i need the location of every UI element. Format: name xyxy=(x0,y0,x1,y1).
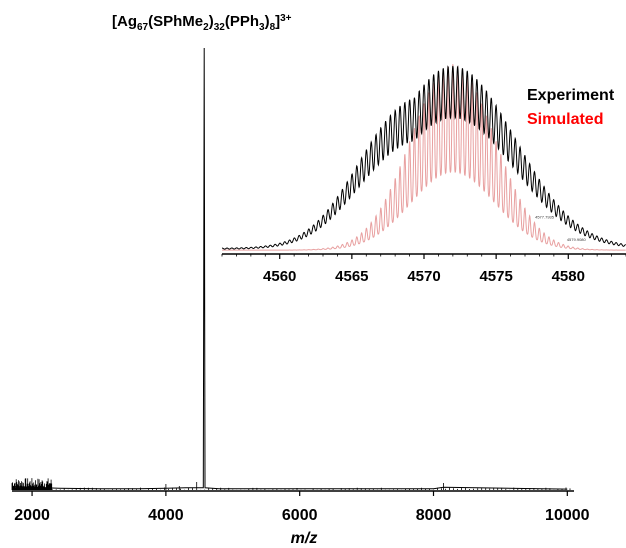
annotation-sub-67: 67 xyxy=(137,22,149,33)
main-tick-label-6000: 6000 xyxy=(282,507,318,524)
annotation-part4: (PPh xyxy=(225,13,259,30)
inset-tick-label-4575: 4575 xyxy=(479,268,512,285)
main-tick-label-4000: 4000 xyxy=(148,507,184,524)
experiment-spectrum-line xyxy=(221,65,626,250)
legend-simulated: Simulated xyxy=(527,111,603,128)
inset-tick-label-4580: 4580 xyxy=(552,268,585,285)
main-spectrum-line xyxy=(11,47,568,490)
annotation-part6: ] xyxy=(275,13,280,30)
inset-tick-label-4560: 4560 xyxy=(263,268,296,285)
inset-x-ticks: 4560 4565 4570 4575 4580 xyxy=(221,254,626,285)
noise-peaks xyxy=(11,478,571,490)
annotation-part5: ) xyxy=(265,13,270,30)
annotation-sub-2a: 2 xyxy=(203,22,209,33)
inset-background xyxy=(222,58,626,258)
annotation-sub-8: 8 xyxy=(270,22,276,33)
legend-experiment: Experiment xyxy=(527,87,615,104)
annotation-sub-32: 32 xyxy=(214,22,226,33)
annotation-base: [Ag xyxy=(112,13,137,30)
peak-annotation: [Ag67(SPhMe2)32(PPh3)8]3+ xyxy=(112,13,292,33)
peak-label-1: 4577.7935 xyxy=(535,215,555,220)
main-tick-label-10000: 10000 xyxy=(545,507,590,524)
main-x-ticks: 2000 4000 6000 8000 10000 xyxy=(14,491,590,524)
inset-tick-label-4565: 4565 xyxy=(335,268,368,285)
annotation-sup-3plus: 3+ xyxy=(280,13,292,24)
peak-label-2: 4579.9080 xyxy=(567,237,587,242)
main-noise-lines xyxy=(11,478,571,490)
main-tick-label-2000: 2000 xyxy=(14,507,50,524)
simulated-spectrum-line xyxy=(222,64,626,251)
main-chart: 2000 4000 6000 8000 10000 m/z [Ag67(SPhMe2)3… xyxy=(11,13,590,547)
main-tick-label-8000: 8000 xyxy=(416,507,452,524)
x-axis-label: m/z xyxy=(291,530,318,547)
inset-tick-label-4570: 4570 xyxy=(407,268,440,285)
inset-chart: 4560 4565 4570 4575 4580 4577.7935 4579.9080… xyxy=(221,58,626,285)
annotation-sub-3: 3 xyxy=(259,22,265,33)
annotation-part3: ) xyxy=(209,13,214,30)
annotation-part2: (SPhMe xyxy=(148,13,203,30)
